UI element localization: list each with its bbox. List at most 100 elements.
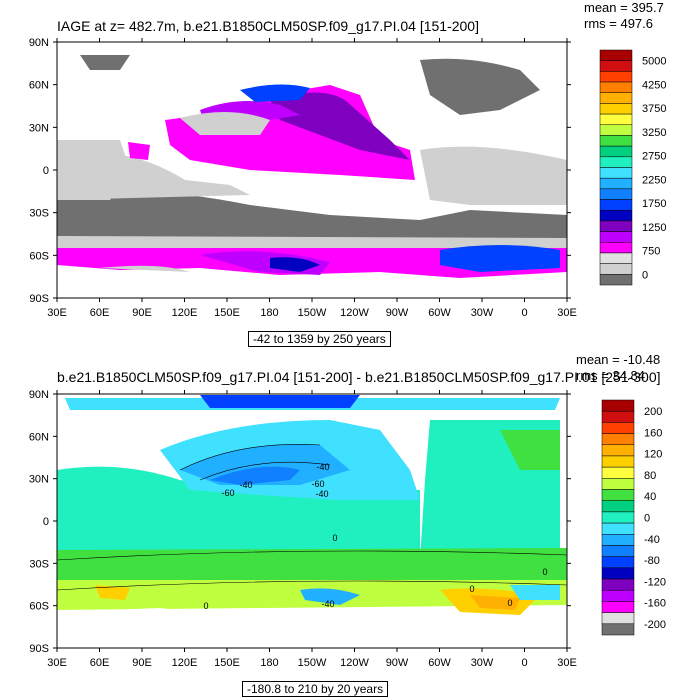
panel1-lon-label: 150E: [214, 307, 240, 319]
panel2-colorbar-swatch: [601, 478, 635, 490]
contour-label: -60: [221, 488, 234, 498]
panel1-colorbar: 5000 4250 3750 3250 2750 2250 1750 1250 750 0: [599, 49, 666, 286]
panel2-rms: rms = 34.84: [576, 368, 646, 383]
contour-label: -40: [321, 599, 334, 609]
panel2-lon-label: 30E: [557, 657, 577, 669]
panel1-colorbar-swatch: [599, 145, 633, 158]
panel2-lat-label: 60S: [29, 601, 49, 613]
panel1-colorbar-swatch: [599, 124, 633, 136]
panel1-colorbar-swatch: [599, 103, 633, 115]
panel2-map: [57, 394, 567, 648]
panel1-lon-label: 60E: [90, 307, 110, 319]
panel1-lon-label: 30E: [47, 307, 67, 319]
contour-label: -40: [315, 489, 328, 499]
panel1-colorbar-swatch: [599, 231, 633, 243]
panel1-lat-label: 30S: [29, 208, 49, 220]
panel2-lon-label: 30W: [471, 657, 494, 669]
panel1-colorbar-label: 0: [642, 269, 648, 281]
panel1-colorbar-label: 3250: [642, 127, 666, 139]
panel1-colorbar-swatch: [599, 199, 633, 211]
panel1-colorbar-swatch: [599, 177, 633, 190]
panel1-lon-label: 0: [521, 307, 527, 319]
panel1-colorbar-label: 1250: [642, 222, 666, 234]
panel2-colorbar-label: 120: [644, 449, 662, 461]
panel2-lat-label: 60N: [29, 431, 49, 443]
panel1-colorbar-swatch: [599, 263, 633, 275]
panel2-range: -180.8 to 210 by 20 years: [242, 681, 389, 697]
panel2-colorbar-swatch: [601, 489, 635, 501]
panel1-map: [57, 42, 567, 298]
panel1-colorbar-label: 1750: [642, 198, 666, 210]
panel2-title: b.e21.B1850CLM50SP.f09_g17.PI.04 [151-20…: [57, 369, 661, 385]
panel2-lon-label: 150E: [214, 657, 240, 669]
panel2-colorbar-label: 0: [644, 513, 650, 525]
contour-label: 0: [542, 567, 547, 577]
contour-label: 0: [507, 598, 512, 608]
contour-label: -40: [239, 480, 252, 490]
panel1-lon-label: 60W: [428, 307, 451, 319]
panel1-lat-label: 60S: [29, 250, 49, 262]
contour-label: 0: [469, 584, 474, 594]
panel2-colorbar-label: -200: [644, 619, 666, 631]
panel1-colorbar-label: 2250: [642, 174, 666, 186]
panel1-lat-label: 90S: [29, 293, 49, 305]
panel2-colorbar-swatch: [601, 511, 635, 524]
panel2-lon-label: 60W: [428, 657, 451, 669]
panel1-lon-label: 90W: [386, 307, 409, 319]
panel1-colorbar-swatch: [599, 167, 633, 179]
panel2-lon-label: 0: [521, 657, 527, 669]
panel2-lon-label: 180: [260, 657, 278, 669]
panel2-colorbar-label: -80: [644, 555, 660, 567]
panel2-colorbar-swatch: [601, 455, 635, 468]
panel1-colorbar-swatch: [599, 135, 633, 147]
panel1-colorbar-swatch: [599, 49, 633, 61]
panel2-colorbar-swatch: [601, 444, 635, 457]
panel2-lat-label: 90S: [29, 643, 49, 655]
panel2-lon-label: 30E: [47, 657, 67, 669]
panel2-colorbar-label: -160: [644, 598, 666, 610]
panel1-colorbar-swatch: [599, 242, 633, 254]
panel1-colorbar-swatch: [599, 81, 633, 93]
panel2-colorbar-label: 80: [644, 470, 656, 482]
panel2-colorbar-swatch: [601, 466, 635, 479]
panel2-axes: 90N 60N 30N 0 30S 60S 90S 30E 60E 90E 120E 150E 180 1…: [29, 389, 577, 669]
panel2-colorbar-swatch: [601, 589, 635, 602]
panel2-lon-label: 120W: [340, 657, 369, 669]
panel2-lon-label: 90W: [386, 657, 409, 669]
panel2-colorbar-swatch: [601, 410, 635, 423]
panel2-colorbar-label: 160: [644, 427, 662, 439]
panel1-lon-label: 120W: [340, 307, 369, 319]
panel2-colorbar-swatch: [601, 578, 635, 591]
panel2-lat-label: 0: [43, 516, 49, 528]
panel2-colorbar-label: -40: [644, 534, 660, 546]
panel2-colorbar-swatch: [601, 545, 635, 557]
panel2-colorbar-swatch: [601, 601, 635, 613]
panel1-colorbar-swatch: [599, 156, 633, 168]
panel1-lat-label: 60N: [29, 80, 49, 92]
panel2-colorbar-swatch: [601, 522, 635, 535]
panel1-rms: rms = 497.6: [584, 16, 654, 31]
contour-label: 0: [203, 601, 208, 611]
panel1-lon-label: 150W: [298, 307, 327, 319]
panel2-colorbar-swatch: [601, 612, 635, 625]
panel2-colorbar-label: 40: [644, 491, 656, 503]
panel1-colorbar-swatch: [599, 220, 633, 232]
panel1-colorbar-swatch: [599, 252, 633, 264]
panel2-lon-label: 60E: [90, 657, 110, 669]
panel2-colorbar-swatch: [601, 433, 635, 446]
panel1-colorbar-label: 4250: [642, 79, 666, 91]
panel1-lon-label: 30E: [557, 307, 577, 319]
panel2-colorbar-swatch: [601, 567, 635, 580]
panel2-lat-label: 30N: [29, 474, 49, 486]
panel1-colorbar-swatch: [599, 274, 633, 286]
panel2-colorbar: 200 160 120 80 40 0 -40 -80 -120 -160 -200: [601, 399, 666, 636]
panel2-lon-label: 150W: [298, 657, 327, 669]
panel1-mean: mean = 395.7: [584, 0, 664, 15]
panel1-lat-label: 0: [43, 165, 49, 177]
panel2-lon-label: 120E: [172, 657, 198, 669]
panel1-lon-label: 120E: [172, 307, 198, 319]
panel1-colorbar-label: 3750: [642, 103, 666, 115]
panel1-colorbar-label: 5000: [642, 56, 666, 68]
